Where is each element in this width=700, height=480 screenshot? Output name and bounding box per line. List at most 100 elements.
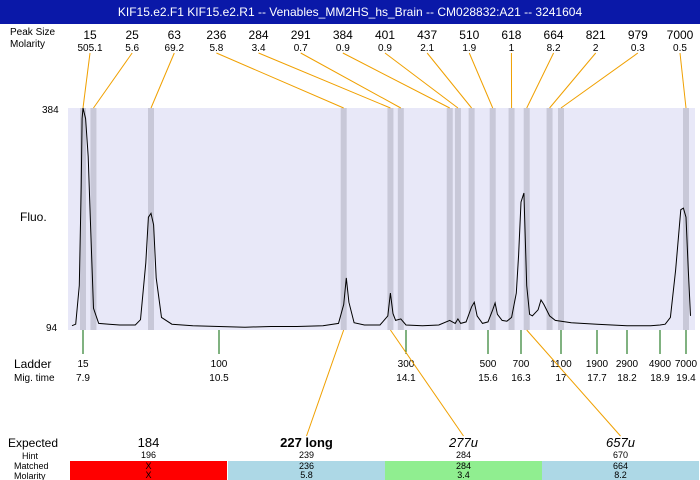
- peak-band: [340, 108, 347, 330]
- match-connector: [390, 329, 464, 437]
- peak-molarity-value: 0.7: [294, 43, 308, 54]
- peak-band: [80, 108, 86, 330]
- peak-molarity-value: 5.8: [209, 43, 223, 54]
- expected-size: 277u: [448, 435, 478, 450]
- peak-connector: [560, 52, 639, 109]
- hint-value: 239: [299, 450, 314, 460]
- peak-size-label: Peak Size: [10, 27, 55, 38]
- expected-label: Expected: [8, 436, 58, 450]
- peak-size-value: 664: [544, 28, 564, 42]
- peak-connector: [216, 52, 344, 109]
- match-connector: [306, 329, 345, 437]
- match-cell: [542, 461, 699, 480]
- title-bar: [0, 0, 700, 24]
- hint-label: Hint: [22, 451, 39, 461]
- peak-band: [397, 108, 404, 330]
- peak-size-value: 236: [206, 28, 226, 42]
- match-cell: [385, 461, 542, 480]
- peak-size-value: 618: [501, 28, 521, 42]
- ladder-size: 1100: [550, 359, 572, 370]
- matched-value: X: [145, 461, 151, 471]
- hint-value: 196: [141, 450, 156, 460]
- peak-connector: [549, 52, 597, 109]
- peak-connector: [526, 52, 555, 109]
- peak-connector: [82, 52, 91, 109]
- fluo-label: Fluo.: [20, 210, 47, 224]
- match-connector: [526, 329, 621, 437]
- peak-band: [489, 108, 496, 330]
- peak-size-value: 821: [586, 28, 606, 42]
- expected-size: 184: [138, 435, 160, 450]
- ladder-time: 7.9: [76, 373, 90, 384]
- peak-band: [446, 108, 453, 330]
- molarity-value: 8.2: [614, 470, 627, 480]
- ladder-size: 2900: [616, 359, 639, 370]
- peak-connector: [150, 52, 175, 109]
- matched-label: Matched: [14, 461, 49, 471]
- peak-connector: [468, 52, 494, 109]
- mig-time-label: Mig. time: [14, 373, 55, 384]
- ladder-time: 18.9: [650, 373, 670, 384]
- peak-size-value: 63: [168, 28, 182, 42]
- molarity-label: Molarity: [10, 39, 45, 50]
- peak-size-value: 401: [375, 28, 395, 42]
- peak-size-value: 291: [291, 28, 311, 42]
- ladder-size: 300: [398, 359, 415, 370]
- matched-value: 664: [613, 461, 628, 471]
- ladder-time: 19.4: [676, 373, 696, 384]
- ladder-size: 100: [211, 359, 228, 370]
- peak-band: [468, 108, 475, 330]
- peak-molarity-value: 69.2: [165, 43, 185, 54]
- hint-value: 284: [456, 450, 471, 460]
- ladder-size: 1900: [586, 359, 609, 370]
- peak-molarity-value: 0.9: [336, 43, 350, 54]
- peak-molarity-value: 2.1: [420, 43, 434, 54]
- y-min-label: 94: [46, 323, 58, 334]
- peak-band: [148, 108, 154, 330]
- peak-molarity-value: 1: [509, 43, 515, 54]
- match-cell: [228, 461, 385, 480]
- peak-band: [546, 108, 553, 330]
- peak-band: [508, 108, 515, 330]
- peak-size-value: 15: [83, 28, 97, 42]
- chart-title: KIF15.e2.F1 KIF15.e2.R1 -- Venables_MM2H…: [117, 5, 583, 19]
- matched-value: 236: [299, 461, 314, 471]
- peak-size-value: 979: [628, 28, 648, 42]
- peak-size-value: 510: [459, 28, 479, 42]
- peak-molarity-value: 2: [593, 43, 599, 54]
- ladder-size: 500: [480, 359, 497, 370]
- peak-band: [454, 108, 461, 330]
- peak-connector: [426, 52, 472, 109]
- peak-molarity-value: 1.9: [462, 43, 476, 54]
- peak-molarity-value: 8.2: [547, 43, 561, 54]
- ladder-time: 10.5: [209, 373, 229, 384]
- plot-area: [68, 108, 695, 330]
- peak-size-value: 7000: [667, 28, 694, 42]
- ladder-size: 15: [77, 359, 89, 370]
- peak-connector: [342, 52, 450, 109]
- matched-value: 284: [456, 461, 471, 471]
- hint-value: 670: [613, 450, 628, 460]
- match-cell: [70, 461, 227, 480]
- ladder-time: 16.3: [511, 373, 531, 384]
- peak-size-value: 437: [417, 28, 437, 42]
- peak-connector: [93, 52, 133, 109]
- y-max-label: 384: [42, 105, 59, 116]
- ladder-time: 17.7: [587, 373, 607, 384]
- molarity-value: X: [145, 470, 151, 480]
- peak-connector: [300, 52, 402, 109]
- ladder-time: 17: [555, 373, 567, 384]
- peak-connector: [679, 52, 687, 109]
- peak-size-value: 284: [249, 28, 269, 42]
- peak-molarity-value: 0.3: [631, 43, 645, 54]
- peak-molarity-value: 0.9: [378, 43, 392, 54]
- peak-connector: [258, 52, 391, 109]
- peak-size-value: 384: [333, 28, 353, 42]
- peak-band: [387, 108, 394, 330]
- ladder-size: 700: [513, 359, 530, 370]
- ladder-time: 15.6: [478, 373, 498, 384]
- fluorescence-trace: [71, 107, 691, 328]
- ladder-size: 4900: [649, 359, 672, 370]
- molarity-bottom-label: Molarity: [14, 471, 46, 480]
